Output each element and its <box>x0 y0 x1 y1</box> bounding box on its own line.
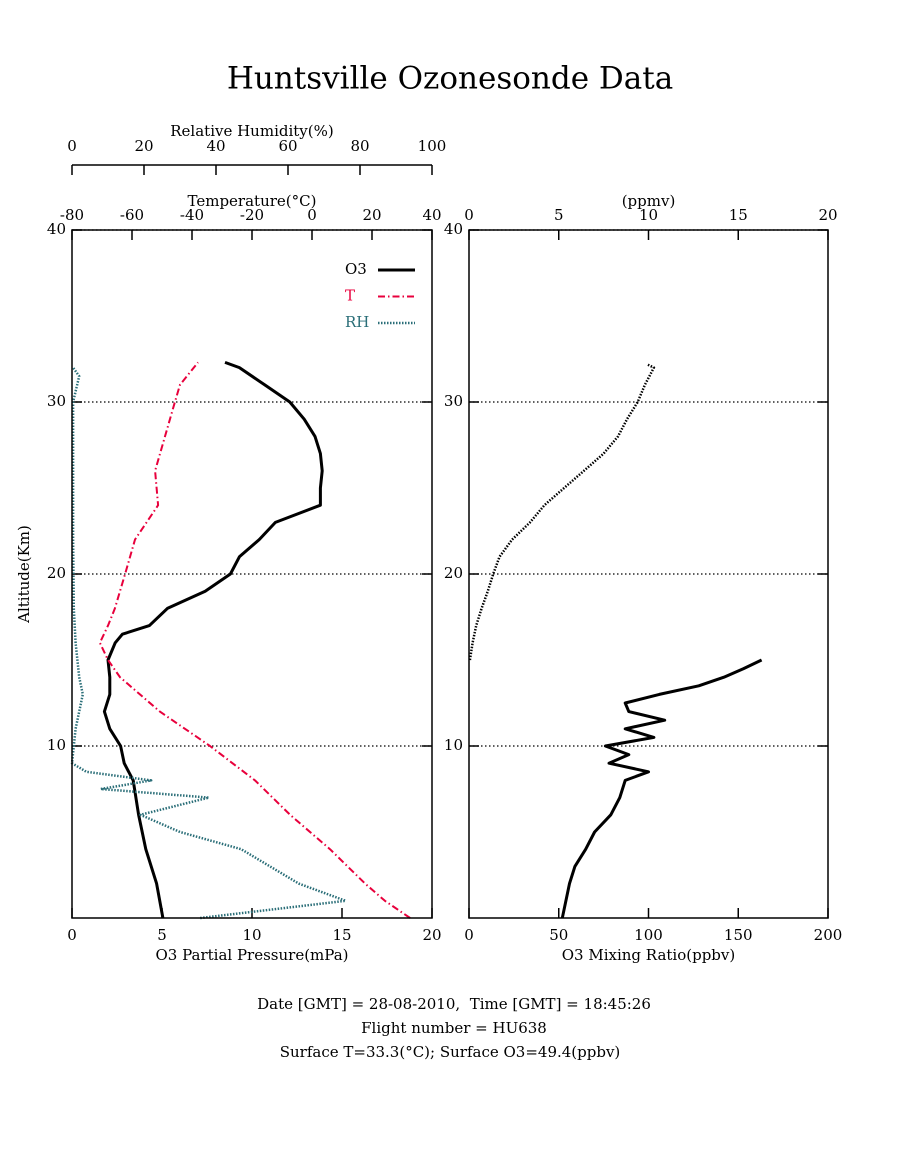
x-tick-label: 100 <box>418 137 447 155</box>
x-tick-label: 0 <box>67 926 77 944</box>
plot-frame <box>468 229 829 919</box>
y-tick-label: 40 <box>47 220 66 238</box>
y-tick-label: 30 <box>444 392 463 410</box>
x-tick-label: 50 <box>549 926 568 944</box>
x-tick-label: 0 <box>307 206 317 224</box>
x-tick-label: -40 <box>180 206 204 224</box>
x-tick-label: 80 <box>350 137 369 155</box>
legend-label: RH <box>345 313 369 331</box>
y-tick-label: 30 <box>47 392 66 410</box>
legend-label: O3 <box>345 260 367 278</box>
x-axis-title: (ppmv) <box>622 192 676 210</box>
y-axis-title: Altitude(Km) <box>15 525 33 624</box>
data-line <box>98 361 411 919</box>
x-axis-title: Temperature(°C) <box>188 192 317 210</box>
legend-label: T <box>345 287 355 305</box>
y-tick-label: 40 <box>444 220 463 238</box>
x-tick-label: 0 <box>67 137 77 155</box>
y-tick-label: 10 <box>444 736 463 754</box>
x-tick-label: 40 <box>422 206 441 224</box>
y-tick-label: 10 <box>47 736 66 754</box>
y-tick-label: 20 <box>444 564 463 582</box>
x-axis-title: Relative Humidity(%) <box>170 122 333 140</box>
x-axis-title: O3 Mixing Ratio(ppbv) <box>562 946 735 964</box>
data-line <box>468 363 656 661</box>
x-tick-label: 10 <box>242 926 261 944</box>
chart-title: Huntsville Ozonesonde Data <box>227 61 673 97</box>
footer-line: Surface T=33.3(°C); Surface O3=49.4(ppbv… <box>280 1043 621 1061</box>
x-tick-label: 20 <box>134 137 153 155</box>
x-tick-label: -60 <box>120 206 144 224</box>
x-tick-label: 20 <box>422 926 441 944</box>
x-tick-label: 0 <box>464 926 474 944</box>
x-tick-label: 100 <box>634 926 663 944</box>
x-tick-label: 0 <box>464 206 474 224</box>
footer-line: Flight number = HU638 <box>361 1019 547 1037</box>
x-axis-title: O3 Partial Pressure(mPa) <box>155 946 348 964</box>
x-tick-label: 60 <box>278 137 297 155</box>
footer-line: Date [GMT] = 28-08-2010, Time [GMT] = 18… <box>257 995 651 1013</box>
x-tick-label: 15 <box>332 926 351 944</box>
x-tick-label: 150 <box>724 926 753 944</box>
x-tick-label: 15 <box>729 206 748 224</box>
x-tick-label: 5 <box>157 926 167 944</box>
x-tick-label: 40 <box>206 137 225 155</box>
data-line <box>70 366 347 920</box>
x-tick-label: 20 <box>818 206 837 224</box>
data-line <box>560 658 763 919</box>
x-tick-label: 10 <box>639 206 658 224</box>
plot-frame <box>71 229 433 919</box>
y-tick-label: 20 <box>47 564 66 582</box>
x-tick-label: 200 <box>814 926 843 944</box>
x-tick-label: 20 <box>362 206 381 224</box>
x-tick-label: -20 <box>240 206 264 224</box>
x-tick-label: 5 <box>554 206 564 224</box>
data-line <box>102 360 324 919</box>
x-tick-label: -80 <box>60 206 84 224</box>
